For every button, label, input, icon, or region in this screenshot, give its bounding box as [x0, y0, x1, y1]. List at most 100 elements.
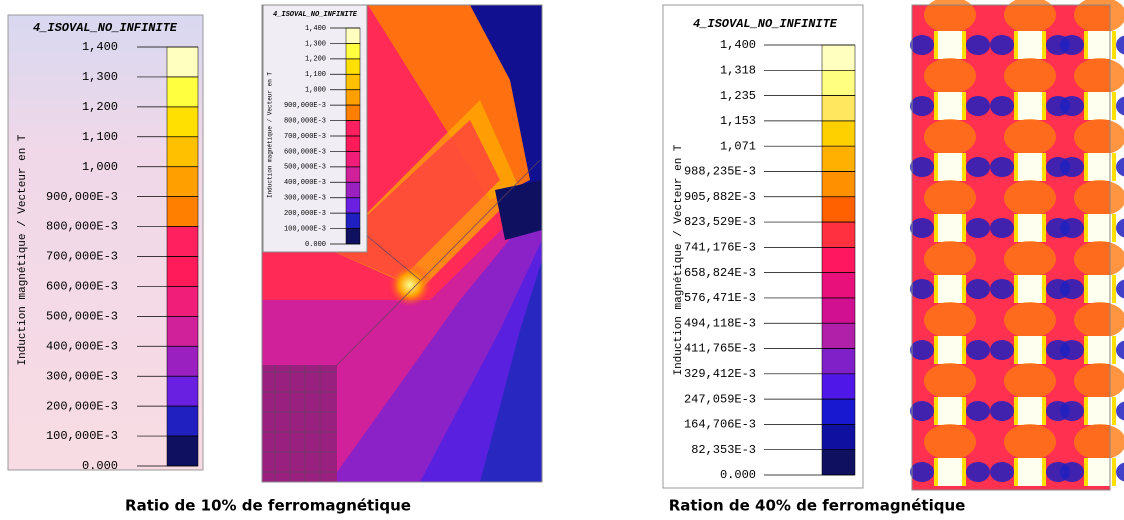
color-band: [821, 120, 856, 147]
color-band: [821, 44, 856, 71]
cold-zone: [966, 96, 990, 116]
ferro-block: [1018, 336, 1042, 364]
color-band: [821, 70, 856, 96]
ferro-rim: [1084, 31, 1088, 59]
ferro-rim: [1042, 275, 1046, 303]
legend-label: 500,000E-3: [46, 310, 118, 324]
legend-label: 300,000E-3: [46, 369, 118, 383]
color-band: [345, 212, 361, 229]
legend-label: 900,000E-3: [46, 190, 118, 204]
hot-zone: [1074, 0, 1124, 33]
color-band: [821, 348, 856, 375]
legend-label: 164,706E-3: [684, 418, 756, 432]
ferro-rim: [1084, 92, 1088, 120]
color-band: [821, 95, 856, 122]
legend-label: 329,412E-3: [684, 367, 756, 381]
ferro-rim: [1084, 153, 1088, 181]
color-band: [345, 104, 361, 121]
ferro-rim: [962, 31, 966, 59]
cold-zone: [990, 462, 1014, 482]
legend-label: 1,400: [82, 40, 118, 54]
legend-label: 1,100: [305, 71, 326, 79]
legend-title: 4_ISOVAL_NO_INFINITE: [33, 21, 178, 35]
color-band: [345, 74, 361, 90]
ferro-rim: [1084, 336, 1088, 364]
color-band: [821, 424, 856, 450]
cold-zone: [910, 462, 934, 482]
color-band: [166, 76, 199, 108]
cold-zone: [910, 35, 934, 55]
legend-label: 658,824E-3: [684, 266, 756, 280]
cold-zone: [1060, 462, 1084, 482]
ferro-block: [1088, 92, 1112, 120]
ferro-block: [1018, 458, 1042, 486]
legend-label: 800,000E-3: [46, 220, 118, 234]
color-band: [345, 228, 361, 245]
cold-zone: [990, 218, 1014, 238]
legend-label: 1,071: [720, 139, 756, 153]
ferro-block: [938, 31, 962, 59]
ferro-block: [1088, 153, 1112, 181]
cold-zone: [1116, 462, 1124, 482]
caption: Ratio de 10% de ferromagnétique: [125, 497, 411, 515]
ferro-rim: [962, 153, 966, 181]
ferro-block: [1018, 92, 1042, 120]
legend-label: 1,000: [305, 87, 326, 95]
field-map-1: [261, 4, 543, 483]
ferro-rim: [962, 336, 966, 364]
cold-zone: [966, 401, 990, 421]
legend-label: 800,000E-3: [284, 117, 326, 125]
cold-zone: [990, 157, 1014, 177]
cold-zone: [1116, 279, 1124, 299]
legend-label: 823,529E-3: [684, 215, 756, 229]
legend-label: 200,000E-3: [284, 210, 326, 218]
cold-zone: [910, 157, 934, 177]
legend-label: 576,471E-3: [684, 291, 756, 305]
legend-label: 1,100: [82, 130, 118, 144]
ferro-block: [1018, 275, 1042, 303]
ferro-rim: [934, 153, 938, 181]
ferro-rim: [934, 31, 938, 59]
cold-zone: [966, 157, 990, 177]
cold-zone: [1116, 218, 1124, 238]
legend-label: 600,000E-3: [46, 280, 118, 294]
legend-label: 0.000: [720, 468, 756, 482]
ferro-rim: [1112, 275, 1116, 303]
ferro-rim: [962, 92, 966, 120]
ferro-block: [1018, 397, 1042, 425]
ferro-block: [1088, 275, 1112, 303]
cold-zone: [1060, 279, 1084, 299]
hot-zone: [924, 58, 976, 94]
cold-zone: [1116, 340, 1124, 360]
color-band: [821, 221, 856, 248]
hot-zone: [1074, 363, 1124, 399]
ferro-block: [1088, 31, 1112, 59]
cold-zone: [1060, 340, 1084, 360]
ferro-block: [1018, 31, 1042, 59]
hot-zone: [924, 0, 976, 33]
color-band: [166, 435, 199, 467]
cold-zone: [910, 96, 934, 116]
ferro-rim: [1084, 275, 1088, 303]
legend-label: 600,000E-3: [284, 148, 326, 156]
ferro-block: [1088, 214, 1112, 242]
legend-label: 1,400: [305, 25, 326, 33]
ferro-block: [938, 92, 962, 120]
cold-zone: [1116, 35, 1124, 55]
legend-label: 400,000E-3: [284, 179, 326, 187]
legend-label: 100,000E-3: [284, 225, 326, 233]
color-band: [821, 145, 856, 172]
cold-zone: [990, 340, 1014, 360]
ferro-rim: [1014, 92, 1018, 120]
cold-zone: [966, 218, 990, 238]
ferro-rim: [1042, 214, 1046, 242]
color-band: [821, 322, 856, 349]
ferro-rim: [934, 336, 938, 364]
hot-zone: [1004, 0, 1056, 33]
ferro-block: [1088, 336, 1112, 364]
ferro-rim: [1014, 275, 1018, 303]
color-band: [345, 27, 361, 44]
color-band: [821, 398, 856, 425]
hot-zone: [1004, 424, 1056, 460]
legend-label: 988,235E-3: [684, 165, 756, 179]
